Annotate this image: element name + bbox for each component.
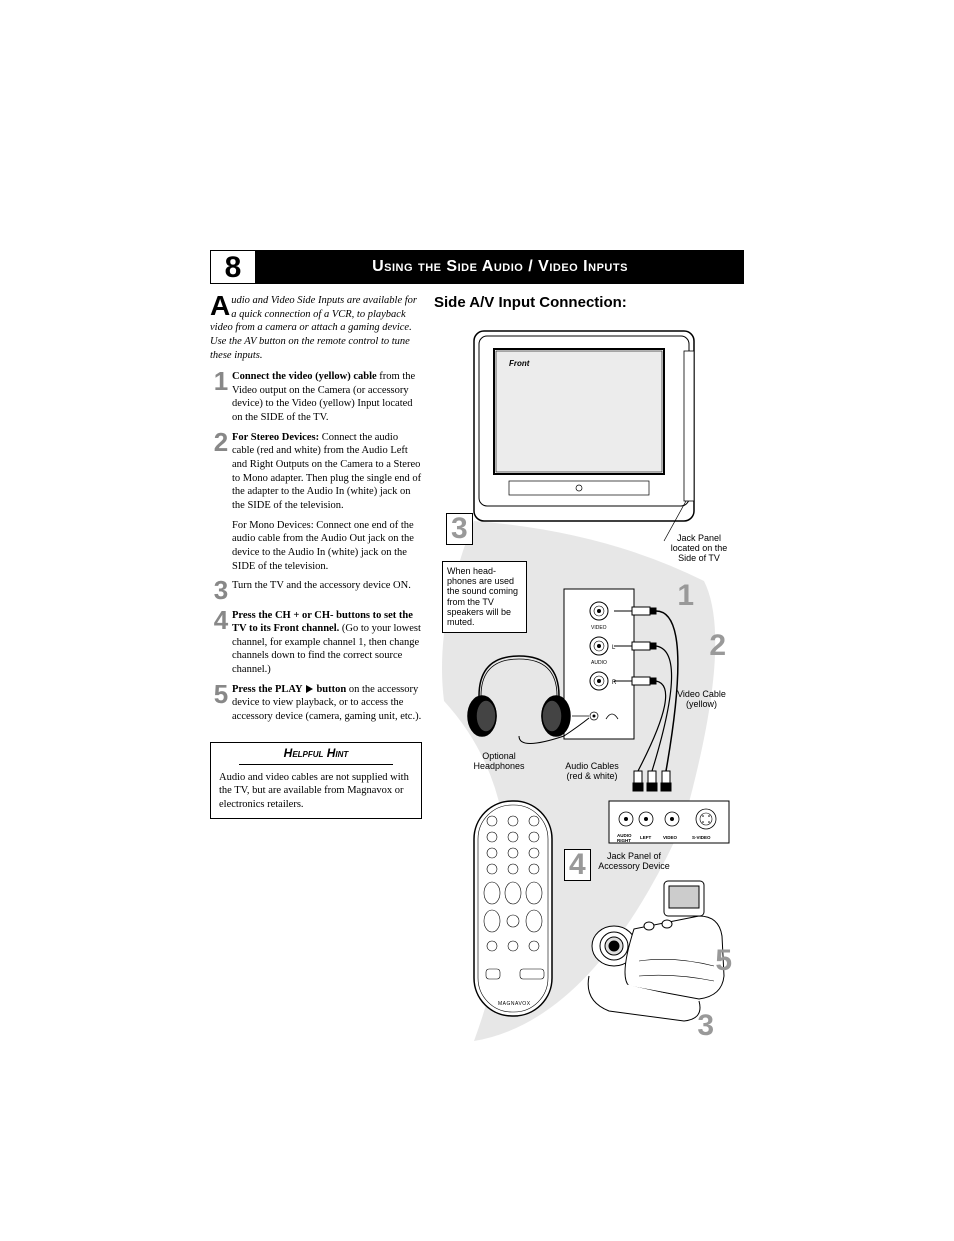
section-title: Using the Side Audio / Video Inputs xyxy=(256,250,744,284)
step-bold: Connect the video (yellow) cable xyxy=(232,371,377,382)
diagram-heading: Side A/V Input Connection: xyxy=(434,294,744,313)
svg-text:Front: Front xyxy=(509,359,530,368)
video-cable-label: Video Cable (yellow) xyxy=(669,689,734,710)
svg-text:S-VIDEO: S-VIDEO xyxy=(692,835,711,840)
step-body: For Stereo Devices: Connect the audio ca… xyxy=(232,431,422,513)
audio-cables-label: Audio Cables (red & white) xyxy=(557,761,627,782)
remote-control-icon: MAGNAVOX xyxy=(474,801,552,1016)
header-row: 8 Using the Side Audio / Video Inputs xyxy=(210,250,744,284)
step-2: 2 For Stereo Devices: Connect the audio … xyxy=(210,431,422,513)
step-number: 3 xyxy=(210,579,232,602)
step-3: 3 Turn the TV and the accessory device O… xyxy=(210,579,422,602)
hint-title: Helpful Hint xyxy=(239,743,393,765)
step-body: Press the PLAY button on the accessory d… xyxy=(232,683,422,724)
svg-text:VIDEO: VIDEO xyxy=(663,835,678,840)
step-body: Press the CH + or CH- buttons to set the… xyxy=(232,609,422,677)
helpful-hint-box: Helpful Hint Audio and video cables are … xyxy=(210,742,422,819)
step-bold: Press the PLAY button xyxy=(232,684,346,695)
svg-text:AUDIO: AUDIO xyxy=(591,660,607,666)
svg-text:LEFT: LEFT xyxy=(640,835,651,840)
callout-4-box: 4 xyxy=(564,849,591,881)
play-icon xyxy=(306,685,313,693)
tv-icon: Front xyxy=(474,331,694,521)
headphone-note: When head-phones are used the sound comi… xyxy=(442,561,527,633)
svg-text:RIGHT: RIGHT xyxy=(617,838,631,843)
callout-3-box: 3 xyxy=(446,513,473,545)
svg-text:VIDEO: VIDEO xyxy=(591,625,607,631)
step-bold: For Stereo Devices: xyxy=(232,432,319,443)
step-rest: Connect the audio cable (red and white) … xyxy=(232,432,421,511)
step-number: 1 xyxy=(210,370,232,425)
connection-diagram: Front VIDEO L AUDIO R xyxy=(434,321,734,1061)
page-number-box: 8 xyxy=(210,250,256,284)
intro-text: udio and Video Side Inputs are available… xyxy=(210,295,417,361)
two-column-layout: Audio and Video Side Inputs are availabl… xyxy=(210,294,744,1061)
callout-1: 1 xyxy=(677,581,694,611)
step-bold: For Mono Devices: xyxy=(232,520,314,531)
step-number: 4 xyxy=(210,609,232,677)
callout-5: 5 xyxy=(715,946,732,976)
step-4: 4 Press the CH + or CH- buttons to set t… xyxy=(210,609,422,677)
dropcap: A xyxy=(210,294,231,318)
step-body: Connect the video (yellow) cable from th… xyxy=(232,370,422,425)
step-rest: Turn the TV and the accessory device ON. xyxy=(232,580,411,591)
instructions-column: Audio and Video Side Inputs are availabl… xyxy=(210,294,422,1061)
diagram-column: Side A/V Input Connection: Front xyxy=(434,294,744,1061)
step-body: Turn the TV and the accessory device ON. xyxy=(232,579,411,602)
callout-2: 2 xyxy=(709,631,726,661)
jack-panel-label: Jack Panel located on the Side of TV xyxy=(664,533,734,564)
intro-paragraph: Audio and Video Side Inputs are availabl… xyxy=(210,294,422,362)
step-2-mono: For Mono Devices: Connect one end of the… xyxy=(232,519,422,574)
optional-headphones-label: Optional Headphones xyxy=(464,751,534,772)
step-5: 5 Press the PLAY button on the accessory… xyxy=(210,683,422,724)
callout-3-bottom: 3 xyxy=(697,1011,714,1041)
step-number: 2 xyxy=(210,431,232,513)
step-number: 5 xyxy=(210,683,232,724)
accessory-jack-panel: AUDIO RIGHT LEFT VIDEO S-VIDEO xyxy=(609,801,729,843)
hint-body: Audio and video cables are not supplied … xyxy=(211,765,421,818)
step-1: 1 Connect the video (yellow) cable from … xyxy=(210,370,422,425)
accessory-panel-label: Jack Panel of Accessory Device xyxy=(589,851,679,872)
svg-text:MAGNAVOX: MAGNAVOX xyxy=(498,1001,531,1007)
